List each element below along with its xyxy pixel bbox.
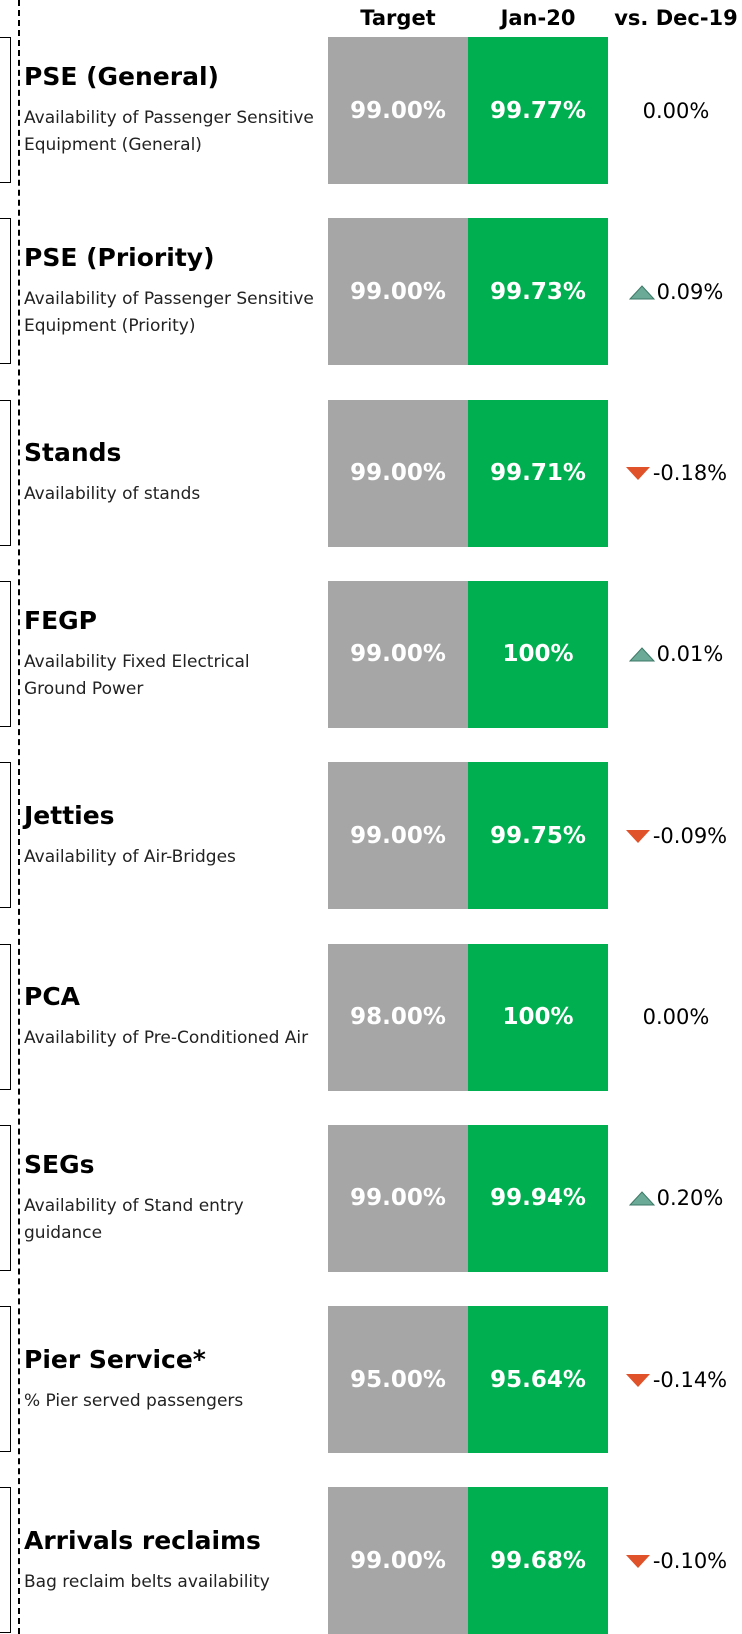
row-description: Availability of Pre-Conditioned Air <box>24 1028 309 1048</box>
column-header: Jan-20 <box>500 6 576 30</box>
change-cell: 0.09% <box>610 218 742 365</box>
trend-arrow-up <box>628 1191 655 1206</box>
row-title: Pier Service* <box>24 1344 206 1374</box>
row-description: Availability of Air-Bridges <box>24 846 236 867</box>
row-bracket <box>0 37 11 183</box>
row-description: Availability Fixed Electrical Ground Pow… <box>24 651 250 699</box>
change-value: 0.01% <box>656 642 724 667</box>
trend-arrow-down <box>625 467 650 481</box>
row-label: FEGP Availability Fixed Electrical Ground… <box>24 581 314 728</box>
change-value: 0.00% <box>642 1005 710 1029</box>
row-label: Jetties Availability of Air-Bridges <box>24 762 314 909</box>
actual-cell: 99.77% <box>468 37 608 184</box>
row-description: Availability of Stand entry guidance <box>24 1195 244 1243</box>
target-cell: 99.00% <box>328 1487 468 1634</box>
row-description: Availability of Passenger Sensitive Equi… <box>24 289 314 337</box>
row-description: Availability of Passenger Sensitive Equi… <box>24 108 314 155</box>
change-value: 0.09% <box>656 279 724 304</box>
row-title: Jetties <box>24 800 115 830</box>
row-title: Arrivals reclaims <box>24 1525 261 1555</box>
arrow-shape <box>625 1373 650 1387</box>
row-title: SEGs <box>24 1149 95 1179</box>
target-cell: 99.00% <box>328 218 468 366</box>
change-value: 0.20% <box>656 1186 724 1211</box>
column-header: Target <box>360 6 436 30</box>
row-label: PSE (General) Availability of Passenger S… <box>24 37 314 184</box>
row-bracket <box>0 1124 11 1271</box>
row-title: FEGP <box>24 605 97 635</box>
row-label: PSE (Priority) Availability of Passenger … <box>24 218 314 365</box>
target-cell: 99.00% <box>328 1124 468 1272</box>
actual-cell: 99.73% <box>468 218 608 366</box>
arrow-shape <box>628 1191 655 1206</box>
trend-arrow-down <box>625 829 650 843</box>
row-bracket <box>0 1306 11 1453</box>
arrow-shape <box>628 285 655 300</box>
arrow-shape <box>625 1554 650 1568</box>
row-bracket <box>0 943 11 1090</box>
trend-arrow-up <box>628 647 655 662</box>
row-bracket <box>0 762 11 909</box>
actual-cell: 99.71% <box>468 399 608 547</box>
change-value: -0.09% <box>652 823 728 848</box>
actual-cell: 99.94% <box>468 1124 608 1272</box>
row-bracket <box>0 399 11 546</box>
target-cell: 99.00% <box>328 580 468 728</box>
arrow-shape <box>625 829 650 843</box>
dashed-divider <box>18 0 20 1634</box>
target-cell: 98.00% <box>328 943 468 1091</box>
row-label: Stands Availability of stands <box>24 400 314 547</box>
actual-cell: 100% <box>468 943 608 1091</box>
change-cell: 0.01% <box>610 581 742 728</box>
change-cell: -0.09% <box>610 762 742 909</box>
change-cell: -0.14% <box>610 1306 742 1453</box>
row-bracket <box>0 218 11 365</box>
column-header: vs. Dec-19 <box>614 6 738 30</box>
actual-cell: 100% <box>468 580 608 728</box>
trend-arrow-down <box>625 1373 650 1387</box>
change-value: -0.18% <box>652 461 728 486</box>
actual-cell: 95.64% <box>468 1306 608 1454</box>
arrow-shape <box>628 647 655 662</box>
row-label: PCA Availability of Pre-Conditioned Air <box>24 944 314 1091</box>
change-cell: 0.00% <box>610 944 742 1091</box>
row-label: Arrivals reclaims Bag reclaim belts avail… <box>24 1487 314 1634</box>
row-label: Pier Service* % Pier served passengers <box>24 1306 314 1453</box>
change-cell: -0.10% <box>610 1487 742 1634</box>
change-value: -0.14% <box>652 1367 728 1392</box>
row-description: Bag reclaim belts availability <box>24 1571 270 1592</box>
target-cell: 95.00% <box>328 1306 468 1454</box>
target-cell: 99.00% <box>328 399 468 547</box>
row-bracket <box>0 1487 11 1634</box>
row-bracket <box>0 580 11 727</box>
row-title: PCA <box>24 982 81 1011</box>
change-value: -0.10% <box>652 1548 728 1573</box>
row-title: Stands <box>24 438 122 468</box>
row-description: % Pier served passengers <box>24 1390 244 1411</box>
change-cell: 0.00% <box>610 37 742 184</box>
change-cell: -0.18% <box>610 400 742 547</box>
row-label: SEGs Availability of Stand entry guidance <box>24 1125 314 1272</box>
change-cell: 0.20% <box>610 1125 742 1272</box>
actual-cell: 99.75% <box>468 762 608 910</box>
trend-arrow-down <box>625 1554 650 1568</box>
row-title: PSE (General) <box>24 62 219 91</box>
row-description: Availability of stands <box>24 484 201 505</box>
change-value: 0.00% <box>642 98 710 123</box>
trend-arrow-up <box>628 285 655 300</box>
actual-cell: 99.68% <box>468 1487 608 1634</box>
row-title: PSE (Priority) <box>24 243 215 273</box>
target-cell: 99.00% <box>328 37 468 184</box>
target-cell: 99.00% <box>328 762 468 910</box>
arrow-shape <box>625 467 650 481</box>
